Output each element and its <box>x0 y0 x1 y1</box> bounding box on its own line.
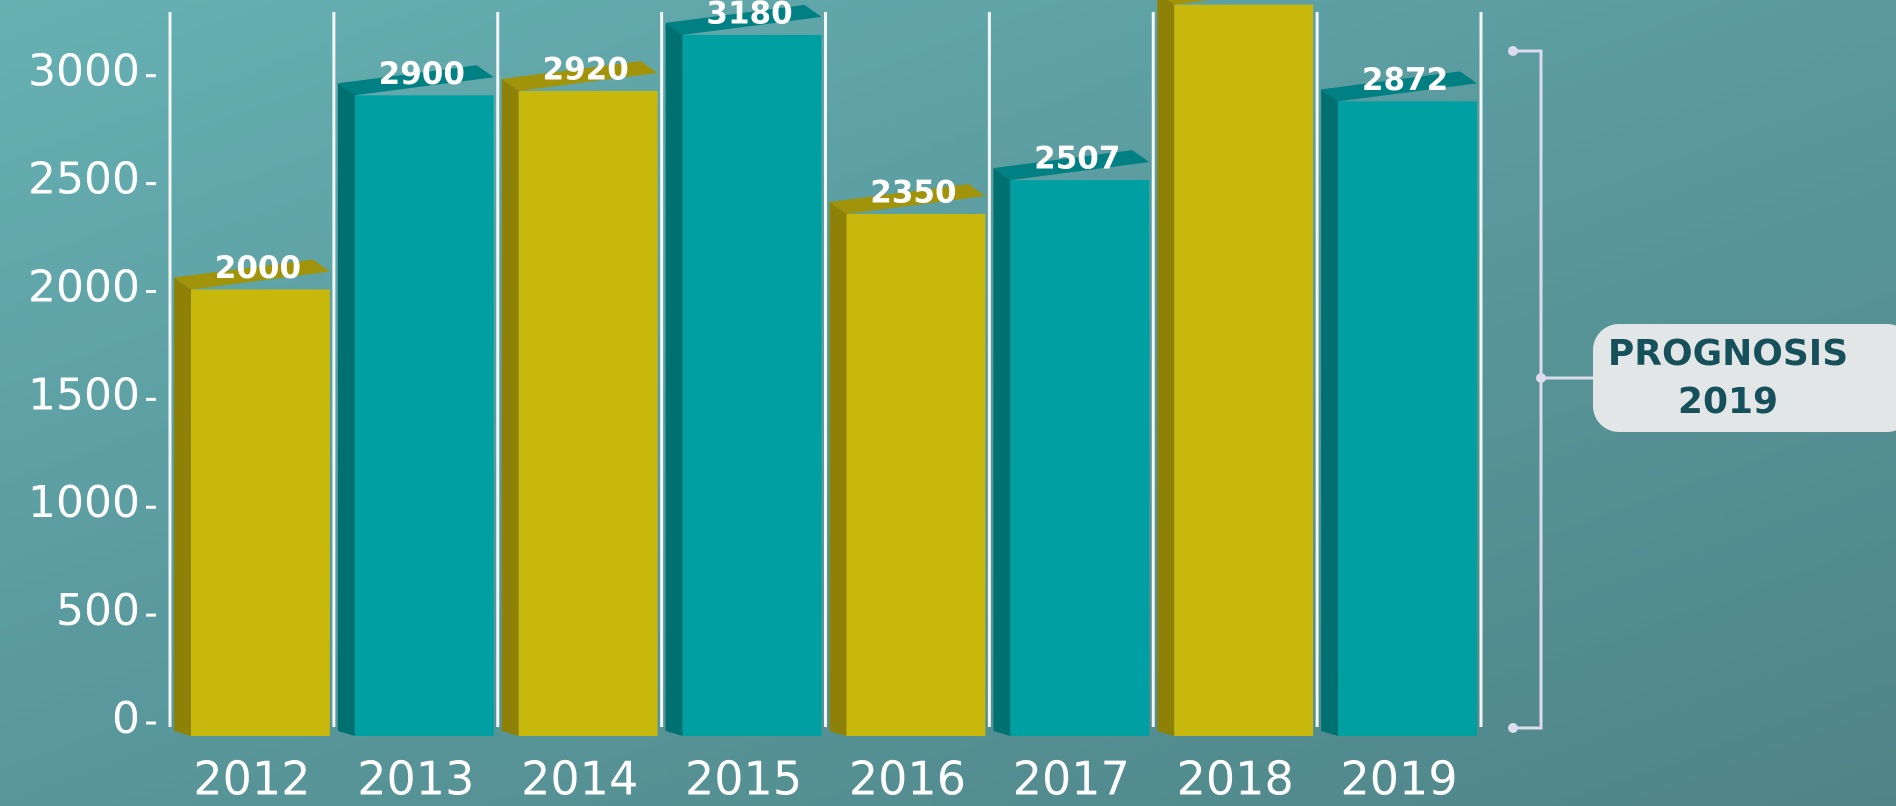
x-tick-label: 2019 <box>1341 752 1458 806</box>
y-tick-label: 500 <box>56 585 140 636</box>
value-label: 3180 <box>706 0 792 31</box>
x-tick-label: 2014 <box>521 752 638 806</box>
bar-side <box>993 168 1011 736</box>
value-label: 3320 <box>1198 0 1284 1</box>
x-tick-label: 2018 <box>1177 752 1294 806</box>
bar-top <box>829 183 986 214</box>
y-tick-label: 2500 <box>28 154 140 205</box>
x-tick-label: 2012 <box>193 752 310 806</box>
bar-side <box>1321 89 1339 737</box>
bar-top <box>1167 0 1211 5</box>
value-label: 2920 <box>543 51 629 87</box>
x-tick-label: 2017 <box>1013 752 1130 806</box>
value-label: 2000 <box>215 250 301 286</box>
bar-top <box>1321 71 1477 102</box>
bar-top <box>337 65 494 96</box>
bar-side <box>829 201 847 736</box>
bar <box>1010 180 1150 736</box>
y-tick-label: 3000 <box>28 46 140 97</box>
y-tick-label: 1500 <box>28 369 140 420</box>
bar-side <box>1157 0 1175 736</box>
x-tick-label: 2015 <box>685 752 802 806</box>
bar <box>518 90 658 737</box>
value-label: 2507 <box>1034 141 1120 177</box>
bar-top <box>501 60 658 91</box>
bracket-line <box>1513 49 1543 730</box>
bar-top <box>174 259 330 290</box>
bar <box>191 289 330 736</box>
bar-side <box>174 277 191 736</box>
bar <box>846 213 986 736</box>
bar <box>682 34 822 736</box>
x-tick-label: 2013 <box>357 752 474 806</box>
bar-side <box>337 83 355 736</box>
bracket-dot <box>1536 373 1546 383</box>
value-label: 2350 <box>870 174 956 210</box>
value-label: 2900 <box>379 56 465 92</box>
bar <box>354 95 494 736</box>
annotation: PROGNOSIS 2019 <box>1593 324 1896 432</box>
y-tick-label: 2000 <box>28 261 140 312</box>
bar-side <box>665 22 683 736</box>
bracket-dot <box>1508 723 1518 733</box>
bar-top <box>993 150 1150 181</box>
x-tick-label: 2016 <box>849 752 966 806</box>
bracket <box>1513 49 1593 730</box>
bar <box>1174 4 1314 736</box>
bracket-dot <box>1508 46 1518 56</box>
y-tick-label: 1000 <box>28 477 140 528</box>
value-label: 2872 <box>1362 62 1448 98</box>
bar <box>1338 101 1477 737</box>
bar-side <box>501 78 519 737</box>
y-tick-label: 0 <box>112 693 140 744</box>
bar-top <box>665 4 822 35</box>
